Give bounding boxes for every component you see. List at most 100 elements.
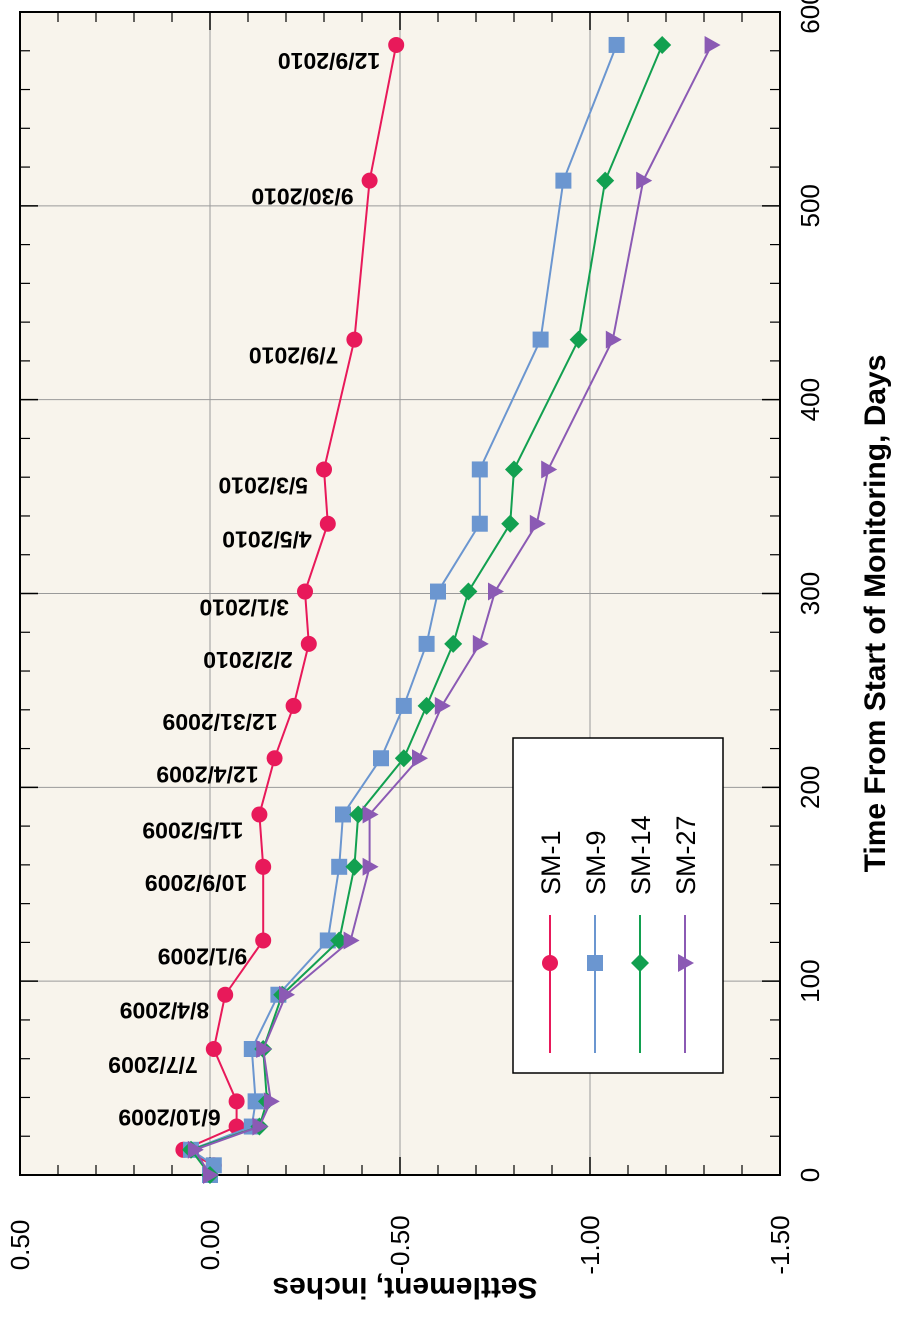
data-point <box>541 460 558 479</box>
data-point <box>505 460 523 479</box>
data-point <box>279 985 295 1004</box>
legend-marker <box>631 954 649 972</box>
data-point <box>434 696 451 715</box>
data-point <box>471 461 488 478</box>
data-point <box>417 696 436 715</box>
data-point <box>187 1140 204 1159</box>
x-tick-label: 400 <box>795 378 825 421</box>
legend-label: SM-27 <box>671 815 701 895</box>
x-tick-label: 600 <box>795 0 825 34</box>
data-point <box>243 1041 260 1058</box>
data-point <box>605 330 622 349</box>
date-annotations: 6/10/2009 7/7/2009 8/4/2009 9/1/2009 10/9/20… <box>108 48 380 1130</box>
data-point <box>488 582 504 601</box>
legend-box <box>512 737 724 1074</box>
data-point <box>362 805 379 824</box>
date-annotation: 9/30/2010 <box>251 184 353 210</box>
grid-lines <box>20 12 780 1175</box>
data-point <box>205 1041 222 1058</box>
data-point <box>418 635 435 652</box>
data-series <box>175 35 721 1184</box>
data-point <box>319 932 336 949</box>
data-point <box>459 582 478 601</box>
date-annotation: 12/9/2010 <box>278 48 380 74</box>
tick-labels: 0 100 200 300 400 500 600 0.50 0.00 -0.50 -1.00 -1.… <box>5 0 825 1275</box>
data-point <box>529 514 546 533</box>
data-point <box>596 171 615 190</box>
data-point <box>394 749 413 768</box>
data-point <box>444 634 463 653</box>
date-annotation: 10/9/2009 <box>145 870 247 896</box>
data-point <box>300 635 317 652</box>
data-point <box>569 330 588 349</box>
legend: SM-1 SM-9 SM-14 SM-27 <box>512 737 724 1074</box>
date-annotation: 5/3/2010 <box>218 472 308 498</box>
legend-entry: SM-1 <box>536 830 566 1053</box>
legend-entry: SM-9 <box>581 830 611 1053</box>
date-annotation: 6/10/2009 <box>118 1104 220 1130</box>
data-point <box>285 697 302 714</box>
x-tick-label: 500 <box>795 184 825 227</box>
x-axis-title: Time From Start of Monitoring, Days <box>859 355 892 873</box>
date-annotation: 8/4/2009 <box>120 998 210 1024</box>
legend-entry: SM-14 <box>626 815 656 1053</box>
data-point <box>256 1040 273 1059</box>
plot-frame <box>19 11 781 1176</box>
data-point <box>247 1093 264 1110</box>
legend-marker <box>678 954 694 972</box>
data-point <box>471 515 488 532</box>
data-point <box>430 583 446 600</box>
data-point <box>217 986 234 1003</box>
data-point <box>345 857 364 876</box>
data-point <box>636 171 653 190</box>
legend-label: SM-1 <box>536 830 566 895</box>
data-point <box>266 750 283 767</box>
data-point <box>343 931 360 950</box>
date-annotation: 12/31/2009 <box>162 709 277 735</box>
data-point <box>501 514 520 533</box>
y-tick-label: 0.00 <box>195 1220 225 1271</box>
date-annotation: 9/1/2009 <box>158 943 248 969</box>
x-tick-label: 100 <box>795 959 825 1002</box>
legend-entry: SM-27 <box>671 815 701 1053</box>
legend-marker <box>587 955 603 971</box>
x-tick-label: 200 <box>795 766 825 809</box>
x-tick-label: 0 <box>795 1168 825 1182</box>
data-point <box>331 858 348 875</box>
data-point <box>251 806 268 823</box>
data-point <box>335 806 351 823</box>
data-point <box>472 634 489 653</box>
legend-marker <box>542 955 558 971</box>
date-annotation: 11/5/2009 <box>142 817 243 843</box>
date-annotation: 12/4/2009 <box>156 761 258 787</box>
date-annotation: 7/9/2010 <box>249 343 339 369</box>
x-tick-label: 300 <box>795 572 825 615</box>
data-point <box>412 749 428 768</box>
series-sm-27 <box>187 35 721 1184</box>
data-point <box>388 36 405 53</box>
y-tick-label: -1.50 <box>765 1215 795 1274</box>
data-point <box>608 36 625 53</box>
y-tick-label: -0.50 <box>385 1215 415 1274</box>
date-annotation: 4/5/2010 <box>222 527 312 553</box>
data-point <box>319 515 336 532</box>
date-annotation: 3/1/2010 <box>199 595 289 621</box>
y-tick-label: -1.00 <box>575 1215 605 1274</box>
data-point <box>346 331 363 348</box>
data-point <box>228 1093 245 1110</box>
data-point <box>653 35 672 54</box>
data-point <box>361 172 378 189</box>
legend-label: SM-9 <box>581 830 611 895</box>
data-point <box>704 35 721 54</box>
data-point <box>252 1117 269 1136</box>
data-point <box>395 697 412 714</box>
data-point <box>362 857 379 876</box>
data-point <box>316 461 332 478</box>
data-point <box>297 583 313 600</box>
data-point <box>555 172 572 189</box>
data-point <box>255 858 272 875</box>
data-point <box>255 932 272 949</box>
data-point <box>203 1166 219 1184</box>
data-point <box>263 1092 280 1111</box>
